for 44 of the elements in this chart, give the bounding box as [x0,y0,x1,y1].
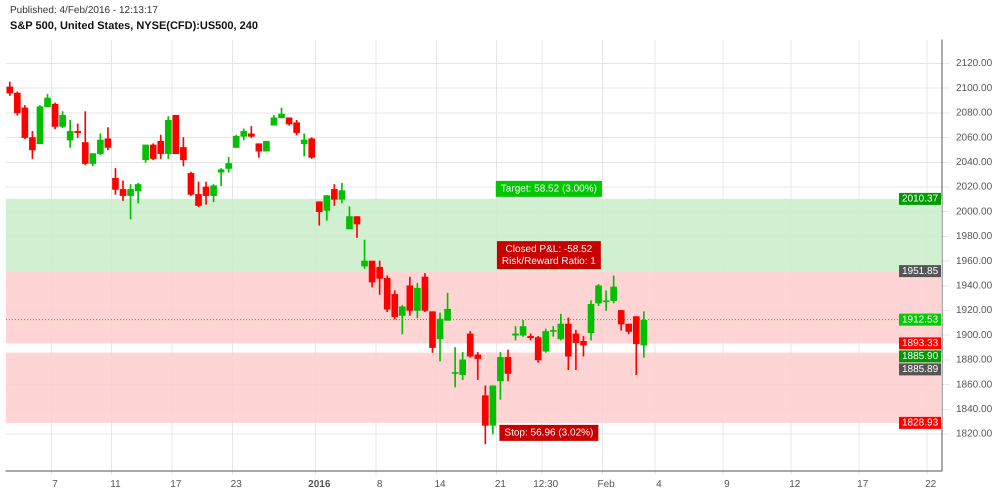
y-tick-label: 1980.00 [956,231,993,242]
ref-line-label: 1912.53 [902,314,939,326]
annotation: 1893.33 [902,338,939,350]
x-tick-label: 17 [857,478,869,490]
annotation: 1885.90 [902,351,939,362]
x-tick-label: 2016 [308,478,331,490]
y-tick-label: 1960.00 [956,256,993,267]
band-label: Target: 58.52 (3.00%) [500,184,597,195]
x-tick-label: 11 [110,478,122,490]
y-tick-label: 2060.00 [956,132,993,144]
x-tick-label: 7 [52,478,58,490]
y-tick-label: 1840.00 [956,404,993,415]
annotation: 1885.89 [902,364,939,376]
x-tick-label: 12 [789,478,801,490]
y-tick-label: 1940.00 [956,280,993,292]
chart-title: S&P 500, United States, NYSE(CFD):US500, 240 [10,20,258,32]
x-tick-label: Feb [597,478,616,490]
y-tick-label: 2020.00 [956,182,993,193]
y-tick-label: 1920.00 [956,305,993,316]
candlestick [361,240,368,269]
y-tick-label: 2000.00 [956,206,993,218]
text: Published: 4/Feb/2016 - 12:13:17 [10,5,158,16]
x-tick-label: 8 [376,478,383,490]
x-tick-label: 23 [230,478,242,490]
x-tick-label: 4 [656,478,662,490]
x-tick-label: 17 [170,478,182,490]
band-label: Closed P&L: -58.52 Risk/Reward Ratio: 1 [502,244,596,267]
y-tick-label: 2120.00 [956,58,993,70]
annotation: 1828.93 [902,418,939,429]
y-tick-label: 1860.00 [956,379,993,390]
x-tick-label: 22 [925,478,937,490]
y-tick-label: 2100.00 [956,82,993,94]
x-tick-label: 12:30 [533,478,559,490]
y-tick-label: 1880.00 [956,354,993,366]
band-label: Stop: 56.96 (3.02%) [504,428,594,439]
y-tick-label: 1820.00 [956,428,993,440]
y-tick-label: 2080.00 [956,108,993,119]
y-tick-label: 2040.00 [956,157,993,168]
annotation: 2010.37 [902,194,939,205]
y-tick-label: 1900.00 [956,330,993,341]
annotation: 1951.85 [902,266,939,277]
x-tick-label: 14 [434,478,446,490]
x-tick-label: 9 [724,478,730,490]
x-tick-label: 21 [494,478,506,490]
